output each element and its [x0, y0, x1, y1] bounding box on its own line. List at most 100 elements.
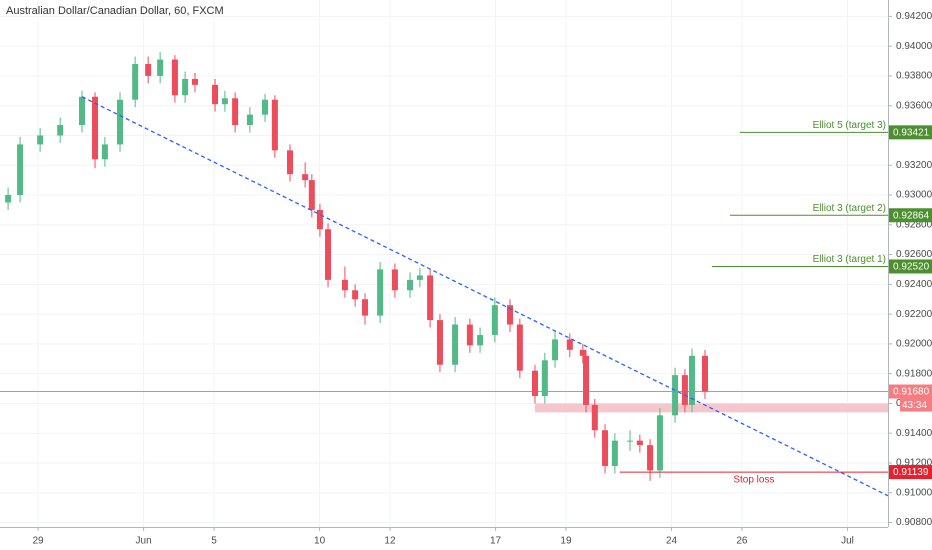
- candle-body: [101, 144, 108, 160]
- candle-body: [377, 269, 384, 316]
- price-label: 0.93421: [893, 127, 930, 138]
- candle-body: [262, 99, 269, 115]
- candle-body: [325, 229, 332, 280]
- candle-body: [477, 334, 484, 346]
- y-tick-label: 0.91400: [896, 428, 932, 439]
- x-tick-label: 19: [560, 536, 572, 547]
- y-tick-label: 0.90800: [896, 517, 932, 528]
- axes: 0.942000.940000.938000.936000.934000.932…: [32, 11, 932, 547]
- candle-body: [407, 279, 414, 291]
- candle-body: [531, 370, 538, 396]
- candle-body: [37, 135, 44, 145]
- candle-body: [132, 64, 139, 100]
- level-text: Elliot 3 (target 1): [813, 254, 886, 265]
- price-label: 0.91680: [893, 387, 930, 398]
- candle-body: [171, 59, 178, 96]
- candle-body: [92, 96, 99, 160]
- candle-body: [681, 375, 688, 405]
- candle-body: [491, 305, 498, 335]
- candle-body: [341, 279, 348, 291]
- y-tick-label: 0.91200: [896, 458, 932, 469]
- candle-body: [583, 355, 590, 405]
- candle-body: [221, 98, 228, 105]
- x-tick-label: 17: [490, 536, 502, 547]
- y-tick-label: 0.93000: [896, 190, 932, 201]
- candle-body: [5, 195, 12, 203]
- candle-body: [416, 275, 423, 280]
- y-tick-label: 0.93200: [896, 160, 932, 171]
- y-tick-label: 0.92400: [896, 279, 932, 290]
- candle-body: [672, 375, 679, 416]
- candle-body: [79, 96, 86, 126]
- candle-body: [361, 299, 368, 316]
- countdown-box: [900, 398, 932, 412]
- y-tick-label: 0.91800: [896, 368, 932, 379]
- y-tick-label: 0.91000: [896, 487, 932, 498]
- candle-body: [308, 180, 315, 210]
- x-tick-label: 26: [736, 536, 748, 547]
- candle-body: [271, 99, 278, 151]
- candle-body: [656, 415, 663, 471]
- price-label: 0.92520: [893, 262, 930, 273]
- x-tick-label: Jul: [841, 536, 854, 547]
- y-tick-label: 0.92000: [896, 339, 932, 350]
- trendline: [81, 96, 889, 497]
- candle-body: [57, 125, 64, 136]
- price-label-box: [889, 465, 932, 480]
- candle-body: [591, 404, 598, 431]
- candle-body: [427, 275, 434, 321]
- candle-body: [611, 440, 618, 466]
- y-tick-label: 0.93600: [896, 100, 932, 111]
- candle-body: [191, 78, 198, 85]
- candle-body: [516, 324, 523, 371]
- candle-body: [452, 324, 459, 365]
- candle-body: [636, 440, 643, 446]
- x-tick-label: 24: [666, 536, 678, 547]
- candle-body: [391, 269, 398, 291]
- candle-body: [688, 355, 695, 405]
- candle-body: [212, 84, 219, 105]
- x-tick-label: 5: [211, 536, 217, 547]
- candle-body: [246, 114, 253, 126]
- level-text: Elliot 3 (target 2): [813, 203, 886, 214]
- candle-body: [17, 144, 24, 196]
- candle-body: [647, 445, 654, 471]
- y-tick-label: 0.92200: [896, 309, 932, 320]
- candle-body: [316, 209, 323, 230]
- candle-body: [566, 339, 573, 350]
- y-tick-label: 0.94200: [896, 11, 932, 22]
- candle-body: [157, 59, 164, 76]
- candle-body: [117, 99, 124, 145]
- price-label-box: [889, 125, 932, 140]
- price-label: 0.91139: [893, 467, 929, 478]
- x-tick-label: 12: [384, 536, 396, 547]
- candle-body: [701, 355, 708, 392]
- candle-body: [352, 290, 359, 300]
- price-label-box: [889, 208, 932, 223]
- candle-body: [302, 174, 309, 181]
- y-tick-label: 0.92600: [896, 249, 932, 260]
- candle-body: [602, 430, 609, 466]
- candle-body: [506, 305, 513, 325]
- y-tick-label: 0.92800: [896, 219, 932, 230]
- chart-title: Australian Dollar/Canadian Dollar, 60, F…: [6, 5, 224, 17]
- level-text: Stop loss: [733, 475, 774, 486]
- candle-body: [287, 150, 294, 175]
- candle-body: [627, 440, 634, 442]
- price-label-box: [889, 384, 932, 399]
- level-text: Elliot 5 (target 3): [813, 120, 886, 131]
- candle-body: [466, 324, 473, 346]
- y-tick-label: 0.94000: [896, 41, 932, 52]
- candle-body: [232, 98, 239, 126]
- price-label: 0.92864: [893, 210, 930, 221]
- candle-body: [182, 78, 189, 96]
- candle-body: [552, 339, 559, 361]
- x-tick-label: Jun: [136, 536, 152, 547]
- price-label-box: [889, 259, 932, 274]
- candle-body: [145, 64, 152, 76]
- countdown: 43:34: [902, 400, 927, 411]
- candle-body: [541, 360, 548, 396]
